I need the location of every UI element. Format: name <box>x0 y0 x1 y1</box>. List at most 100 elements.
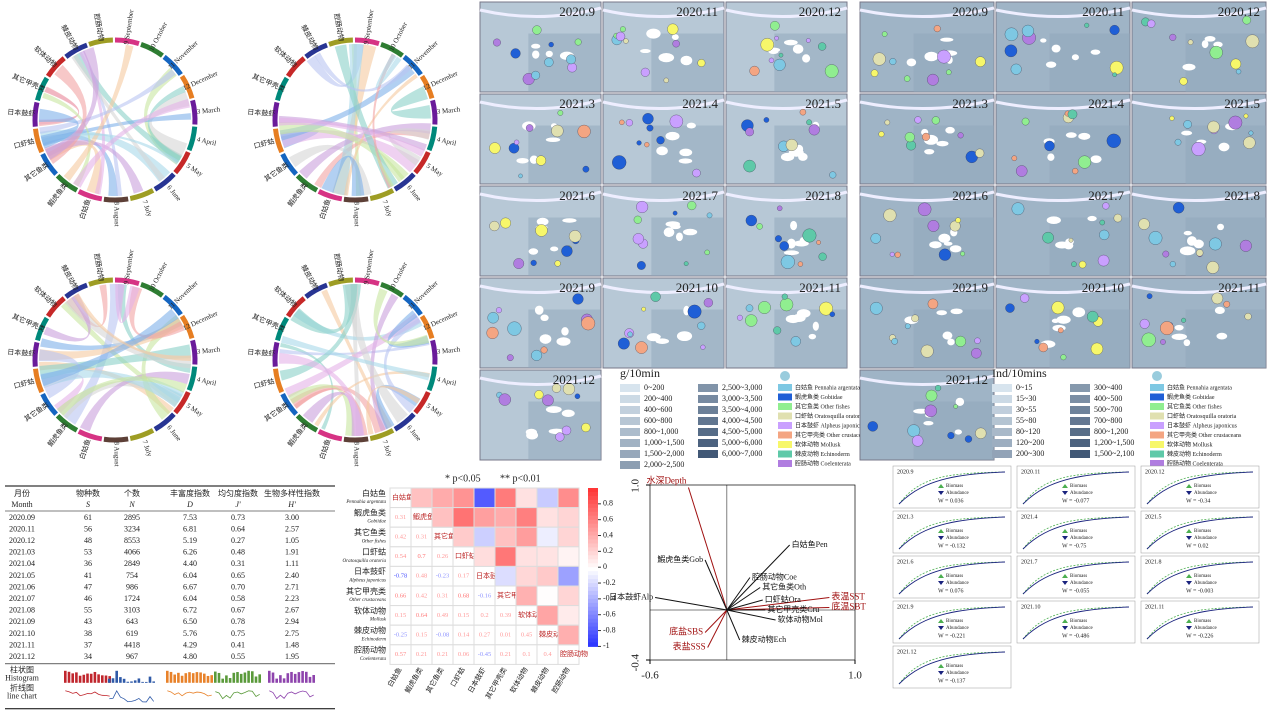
legend-range: 2,500~3,000 <box>722 383 762 392</box>
ring-segment <box>40 152 59 176</box>
coast <box>859 98 995 110</box>
pie <box>775 235 782 243</box>
mini-bar <box>199 672 202 683</box>
ring-segment <box>272 101 280 127</box>
chord-label: 4 April <box>436 135 457 147</box>
ring-segment <box>45 296 66 318</box>
mini-bar <box>268 670 271 683</box>
map-label: 2020.9 <box>952 4 988 19</box>
pie <box>938 248 951 261</box>
pie <box>1183 120 1192 129</box>
rda-arrow <box>726 609 776 621</box>
chord <box>79 371 190 432</box>
curve-panel: 2020.12 Biomass Abundance W = -0.34 <box>1140 465 1260 509</box>
pie <box>933 25 941 33</box>
table-cell: 0.55 <box>231 652 245 661</box>
panel-month: 2021.5 <box>1145 514 1162 520</box>
chord-label: 棘皮动物 <box>299 23 321 52</box>
coast <box>1131 98 1267 110</box>
pie <box>489 220 500 232</box>
pie <box>1160 321 1174 335</box>
ring-segment <box>272 368 285 394</box>
mirror-cell <box>494 507 517 528</box>
chord-label: 3 March <box>436 345 461 355</box>
pie <box>1011 202 1025 216</box>
row-label-en: Mollusk <box>369 618 387 623</box>
legend-swatch <box>992 417 1012 425</box>
pie <box>535 224 548 237</box>
chord-label: 棘皮动物 <box>299 263 321 292</box>
diag-label: 白姑鱼 <box>392 492 413 501</box>
mini-bar <box>93 671 97 683</box>
chord-label: 其它甲壳类 <box>251 312 287 334</box>
chord <box>387 310 430 348</box>
map-label: 2021.3 <box>559 96 595 111</box>
rda-label: 其它鱼类Oth <box>762 581 806 591</box>
mirror-cell <box>515 526 538 548</box>
x-tick-label: -0.6 <box>641 670 659 682</box>
legend-range: 400~600 <box>644 405 672 414</box>
pie <box>824 64 839 78</box>
coast <box>859 6 995 18</box>
rda-label: 水深Depth <box>646 475 686 486</box>
mirror-cell <box>494 526 517 548</box>
cell-value: -0.45 <box>478 651 492 658</box>
mini-bar <box>301 671 304 683</box>
table-cell: 0.73 <box>231 513 245 522</box>
island <box>665 131 680 141</box>
map-shade <box>651 217 724 276</box>
species-swatch <box>1150 393 1164 401</box>
curve-abundance <box>1022 471 1130 505</box>
mini-bar <box>86 673 89 683</box>
species-label: 软体动物 Mollusk <box>795 440 841 448</box>
mini-bar <box>279 675 282 683</box>
island <box>1183 230 1192 236</box>
pie <box>1072 168 1079 175</box>
panel-month: 2021.10 <box>1021 604 1041 610</box>
pie <box>700 344 706 350</box>
chord-label: 口虾蛄 <box>253 136 276 150</box>
pie <box>778 52 784 58</box>
pie <box>1139 318 1150 329</box>
legend-swatch <box>1070 417 1090 425</box>
pie <box>927 298 939 310</box>
chord <box>321 155 365 197</box>
legend-tri <box>938 671 944 675</box>
table-cell: 0.65 <box>231 571 245 580</box>
pie <box>1057 327 1064 334</box>
legend-tri <box>1062 536 1068 540</box>
plot-frame <box>649 484 856 661</box>
ring-segment <box>402 54 423 76</box>
mirror-cell <box>473 526 496 548</box>
row-label-en: Alpheus japonicus <box>348 579 386 584</box>
ring-segment <box>380 281 404 298</box>
map-panel: 2021.11 <box>725 277 848 369</box>
mini-line <box>65 690 110 697</box>
map-panel: 2021.6 <box>479 185 602 277</box>
colorbar-step <box>588 567 598 572</box>
cell-value: 0.57 <box>395 651 407 658</box>
pie <box>612 155 627 170</box>
ring-segment <box>77 429 103 442</box>
pie <box>1209 45 1223 60</box>
pie <box>555 432 565 442</box>
island <box>679 148 693 157</box>
island <box>671 34 679 40</box>
y-tick-label: 1.0 <box>630 479 642 493</box>
table-footer: 折线图 <box>10 683 34 693</box>
mini-bar <box>258 674 261 683</box>
chord-label: 9 September <box>362 248 375 285</box>
coast <box>725 98 848 110</box>
island <box>640 49 651 54</box>
map-label: 2021.12 <box>946 372 988 387</box>
chord-label: 日本鼓虾 <box>7 107 36 118</box>
curve-panel: 2021.6 Biomass Abundance W = 0.076 <box>892 555 1012 599</box>
mini-bar <box>78 675 82 683</box>
colorbar-step <box>588 587 598 592</box>
legend-tri <box>1186 484 1192 488</box>
table-footer: line chart <box>7 692 38 701</box>
pie <box>779 297 794 312</box>
cell-value: -0.16 <box>478 592 492 599</box>
pie <box>574 393 581 399</box>
colorbar-step <box>588 575 598 580</box>
